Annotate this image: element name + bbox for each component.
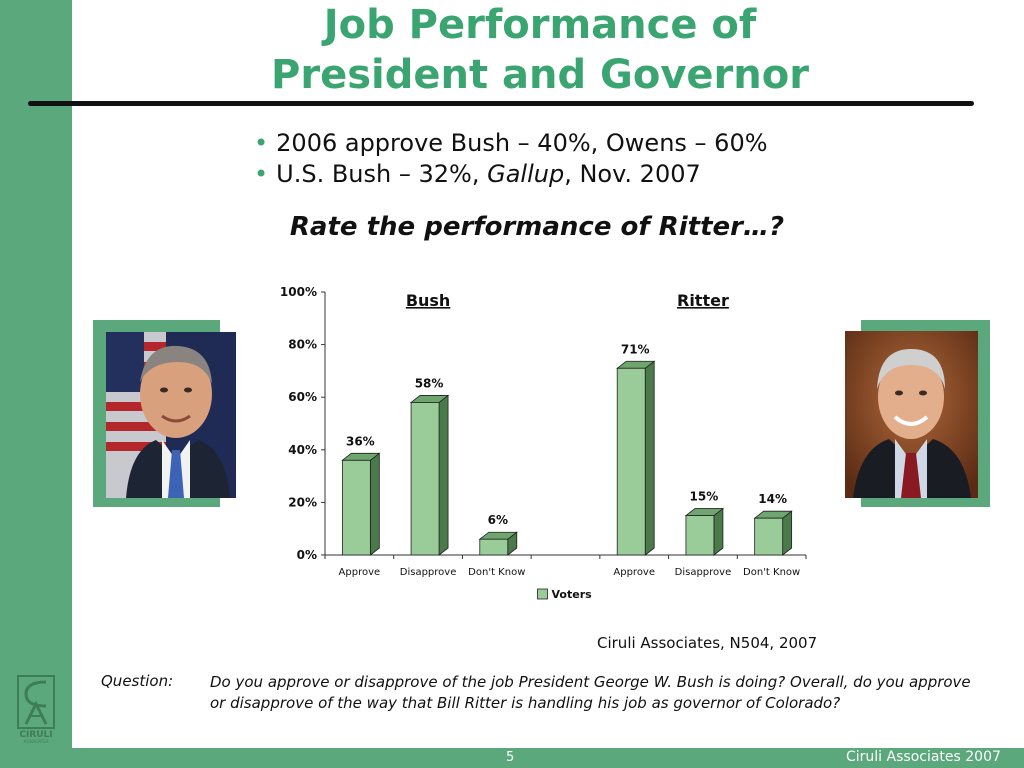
bar-side xyxy=(644,360,655,556)
left-accent-bar xyxy=(0,0,72,768)
x-tick-label: Disapprove xyxy=(400,567,457,578)
bar xyxy=(685,515,715,556)
approval-bar-chart: 0% 20% 40% 60% 80% 100% Approve 36% Disapprove 58… xyxy=(280,285,807,601)
bar-side xyxy=(782,510,793,556)
legend-swatch xyxy=(537,588,548,600)
question-label: Question: xyxy=(101,672,174,690)
data-label: 15% xyxy=(690,490,719,504)
title-line-2: President and Governor xyxy=(271,52,809,98)
ritter-photo xyxy=(845,331,978,498)
bar xyxy=(479,538,509,556)
y-tick-label: 20% xyxy=(288,495,317,509)
y-tick-label: 0% xyxy=(297,548,317,562)
bullet-text-italic: Gallup xyxy=(487,160,565,188)
slide-title: Job Performance of President and Governo… xyxy=(150,0,930,100)
chart-question-heading: Rate the performance of Ritter…? xyxy=(289,212,785,242)
legend-label: Voters xyxy=(552,588,593,601)
x-tick-label: Approve xyxy=(613,567,655,578)
group-label: Bush xyxy=(406,291,451,310)
footer-text: Ciruli Associates 2007 xyxy=(846,749,1001,765)
bar xyxy=(341,459,371,556)
bar xyxy=(754,517,784,556)
logo-subtext: ASSOCIATES xyxy=(24,739,49,744)
data-label: 58% xyxy=(415,376,444,390)
x-tick-label: Don't Know xyxy=(743,567,800,578)
data-label: 36% xyxy=(346,434,375,448)
data-label: 6% xyxy=(488,513,508,527)
title-line-1: Job Performance of xyxy=(323,2,757,48)
group-label: Ritter xyxy=(677,291,729,310)
source-note: Ciruli Associates, N504, 2007 xyxy=(597,634,818,652)
data-label: 14% xyxy=(758,492,787,506)
bullet-item: • U.S. Bush – 32%, Gallup, Nov. 2007 xyxy=(254,159,768,190)
bar xyxy=(616,367,646,556)
bullet-icon: • xyxy=(254,160,269,188)
bottom-accent-bar xyxy=(0,748,1024,768)
bar xyxy=(410,402,440,556)
y-tick-label: 40% xyxy=(288,443,317,457)
bush-photo xyxy=(106,332,236,498)
bar-side xyxy=(713,507,724,556)
y-tick-label: 60% xyxy=(288,390,317,404)
bullet-text: 2006 approve Bush – 40%, Owens – 60% xyxy=(276,129,768,157)
x-tick-label: Don't Know xyxy=(468,567,525,578)
bar-side xyxy=(438,394,449,556)
bullet-text-post: , Nov. 2007 xyxy=(564,160,701,188)
ciruli-logo: CIRULI ASSOCIATES xyxy=(17,675,55,744)
y-tick-label: 80% xyxy=(288,338,317,352)
data-label: 71% xyxy=(621,342,650,356)
title-divider xyxy=(28,101,974,106)
x-tick-label: Approve xyxy=(339,567,381,578)
bar-side xyxy=(369,452,380,556)
y-tick-label: 100% xyxy=(280,285,317,299)
bullet-text-pre: U.S. Bush – 32%, xyxy=(276,160,488,188)
page-number: 5 xyxy=(506,750,515,765)
question-text: Do you approve or disapprove of the job … xyxy=(210,673,971,712)
bullet-item: • 2006 approve Bush – 40%, Owens – 60% xyxy=(254,128,768,159)
logo-text: CIRULI xyxy=(19,730,52,740)
bullet-list: • 2006 approve Bush – 40%, Owens – 60% • U… xyxy=(254,128,768,190)
bullet-icon: • xyxy=(254,129,269,157)
x-tick-label: Disapprove xyxy=(675,567,732,578)
